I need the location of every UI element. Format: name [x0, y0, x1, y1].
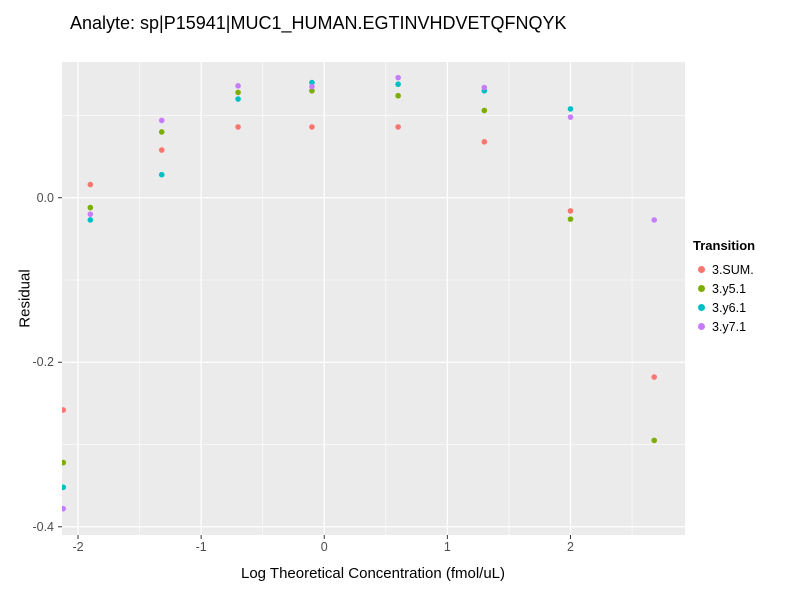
legend-item: 3.y7.1: [693, 317, 755, 336]
x-axis-title: Log Theoretical Concentration (fmol/uL): [240, 565, 506, 582]
legend-key-dot-icon: [698, 285, 705, 292]
chart-title: Analyte: sp|P15941|MUC1_HUMAN.EGTINVHDVE…: [70, 13, 567, 33]
legend-item: 3.y6.1: [693, 298, 755, 317]
legend-item-label: 3.SUM.: [712, 262, 754, 277]
y-tick-label: -0.4: [32, 519, 54, 534]
legend-item-label: 3.y5.1: [712, 281, 747, 296]
y-axis-title: Residual: [16, 269, 34, 328]
x-tick-label: 1: [443, 540, 451, 554]
x-tick-label: 0: [320, 540, 328, 554]
legend-key-dot-icon: [698, 304, 705, 311]
x-tick-label: -2: [72, 540, 84, 554]
legend-key-dot-icon: [698, 266, 705, 273]
legend-item: 3.y5.1: [693, 279, 755, 298]
legend-item-label: 3.y6.1: [712, 300, 747, 315]
legend-item: 3.SUM.: [693, 260, 755, 279]
legend-key-dot-icon: [698, 323, 705, 330]
x-tick-label: -1: [195, 540, 207, 554]
x-tick-label: 2: [567, 540, 574, 554]
y-tick-label: 0.0: [36, 190, 54, 205]
y-tick-label: -0.2: [32, 355, 54, 370]
legend-title: Transition: [693, 238, 756, 253]
legend: Transition 3.SUM. 3.y5.1 3.y6.1 3.y7.1: [693, 238, 755, 336]
legend-item-label: 3.y7.1: [712, 319, 747, 334]
